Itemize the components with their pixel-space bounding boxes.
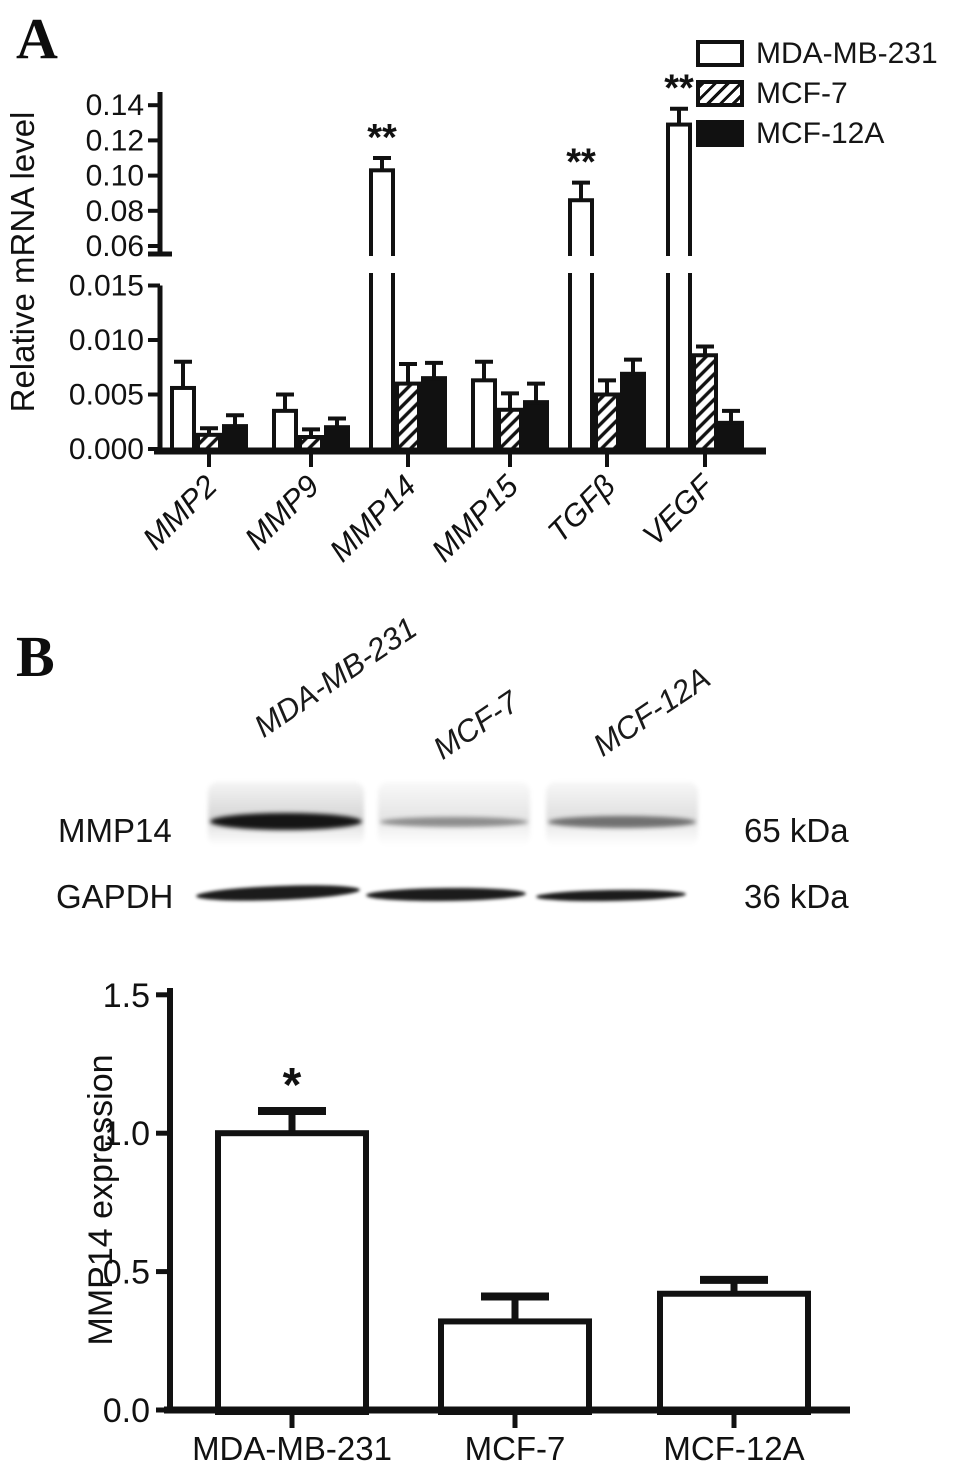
x-category-label: TGFβ [541, 468, 622, 549]
blot-smear-mmp14-MCF-12A [546, 782, 698, 846]
legend-label: MDA-MB-231 [756, 36, 938, 70]
bar-MCF-7 [438, 1318, 592, 1415]
y-tick-label: 0.015 [69, 270, 144, 303]
y-tick-label: 0.12 [86, 124, 144, 157]
panel-b-label: B [16, 624, 55, 689]
x-category-label: MMP2 [136, 468, 224, 556]
legend-label: MCF-12A [756, 116, 885, 150]
bar-MCF-7-TGFβ [594, 392, 620, 454]
bar-MCF-7-VEGF [692, 353, 718, 455]
blot-smear-mmp14-MCF-7 [378, 782, 530, 846]
y-tick-label: 1.0 [103, 1115, 150, 1153]
legend-entry-MDA-MB-231: MDA-MB-231 [696, 37, 938, 70]
legend-entry-MCF-7: MCF-7 [696, 77, 938, 110]
mmp14-expression-chart: * 0.0 0.5 1.0 1.5 MDA-MB-231 MCF-7 MCF-12A MMP14… [82, 977, 850, 1467]
blot-size-label-36kda: 36 kDa [744, 878, 849, 915]
x-category-label: MMP15 [425, 468, 526, 569]
blot-band-mmp14-MDA-MB-231 [210, 813, 362, 830]
legend-entry-MCF-12A: MCF-12A [696, 117, 938, 150]
y-axis-title: Relative mRNA level [4, 112, 41, 413]
y-tick-label: 0.005 [69, 379, 144, 412]
bar-MCF-12A-MMP15 [523, 400, 549, 455]
bar-MCF-7-MMP14 [395, 381, 421, 455]
y-axis-title: MMP14 expression [82, 1054, 120, 1345]
significance-marker: * [283, 1059, 302, 1112]
legend-swatch-hatch-icon [696, 80, 744, 107]
legend-swatch-white-icon [696, 40, 744, 67]
bar-MDA-MB-231-VEGF [666, 122, 692, 454]
significance-marker: ** [664, 68, 694, 110]
bar-MCF-12A [657, 1290, 811, 1416]
bar-MCF-12A-MMP14 [421, 376, 447, 454]
bar-MDA-MB-231-TGFβ [568, 198, 594, 454]
legend: MDA-MB-231 MCF-7 MCF-12A [696, 37, 938, 150]
bar-MDA-MB-231-MMP2 [170, 385, 196, 454]
bar-MDA-MB-231 [215, 1130, 369, 1415]
bar-MDA-MB-231-MMP15 [471, 378, 497, 454]
legend-swatch-black-icon [696, 120, 744, 147]
significance-marker: ** [367, 117, 397, 159]
x-category-label: VEGF [636, 467, 722, 553]
y-tick-label: 0.5 [103, 1254, 150, 1292]
x-category-label: MDA-MB-231 [192, 1430, 392, 1467]
blot-row-label-mmp14: MMP14 [58, 812, 172, 849]
blot-size-label-65kda: 65 kDa [744, 812, 849, 849]
axis-break-gap [196, 256, 771, 273]
y-tick-label: 0.14 [86, 89, 144, 122]
x-category-label: MCF-12A [663, 1430, 804, 1467]
panel-a-label: A [16, 6, 58, 71]
bar-MCF-7-MMP15 [497, 407, 523, 455]
y-tick-label: 1.5 [103, 977, 150, 1015]
legend-label: MCF-7 [756, 76, 848, 110]
blot-band-mmp14-MCF-12A [548, 816, 696, 828]
y-tick-label: 0.000 [69, 433, 144, 466]
x-category-label: MMP14 [323, 468, 423, 568]
y-tick-label: 0.08 [86, 195, 144, 228]
y-tick-label: 0.010 [69, 324, 144, 357]
mrna-level-chart: ** ** ** 0.060.080.100.120.14 0.000 0.005 0.01… [4, 68, 771, 569]
bar-MDA-MB-231-MMP14 [369, 168, 395, 454]
blot-row-label-gapdh: GAPDH [56, 878, 174, 915]
significance-marker: ** [566, 142, 596, 184]
bar-MCF-12A-TGFβ [620, 371, 646, 455]
x-category-label: MMP9 [238, 468, 326, 556]
bar-MDA-MB-231-MMP9 [272, 408, 298, 455]
y-tick-label: 0.0 [103, 1392, 150, 1430]
y-tick-label: 0.06 [86, 230, 144, 263]
blot-band-mmp14-MCF-7 [380, 817, 528, 827]
y-tick-label: 0.10 [86, 160, 144, 193]
x-category-label: MCF-7 [465, 1430, 566, 1467]
